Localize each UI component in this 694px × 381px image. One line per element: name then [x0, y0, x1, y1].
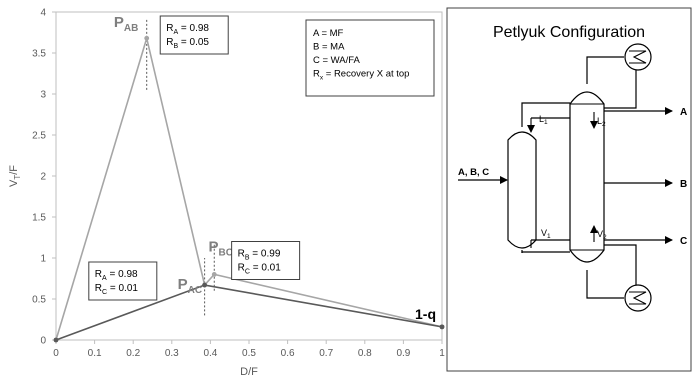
recovery-text: RA = 0.98	[95, 269, 138, 282]
recovery-box	[231, 241, 301, 280]
series-point	[53, 337, 59, 343]
condenser-vapor-line	[586, 56, 624, 84]
x-tick-label: 0.8	[358, 348, 372, 359]
reboiler-return-line	[604, 244, 637, 285]
x-tick-label: 0.7	[319, 348, 333, 359]
x-tick-label: 0.3	[165, 348, 179, 359]
series-point	[144, 35, 150, 41]
point-labels: PAB PAC PBC	[114, 14, 233, 296]
point-label-p-ac: PAC	[178, 276, 202, 296]
recovery-text: RC = 0.01	[95, 283, 139, 296]
reboiler-liquid-line	[586, 270, 624, 299]
reboiler-coil	[629, 291, 647, 305]
legend-entry: C = WA/FA	[313, 55, 361, 66]
y-axis-label: VT/F	[8, 165, 22, 187]
x-tick-label: 0.1	[88, 348, 102, 359]
y-tick-label: 3.5	[32, 49, 46, 60]
product-c-label: C	[680, 236, 687, 247]
reboiler-icon	[624, 284, 652, 312]
chart-series	[53, 35, 445, 343]
x-tick-label: 0.6	[281, 348, 295, 359]
x-tick-label: 0.4	[203, 348, 217, 359]
x-tick-label: 0	[53, 348, 59, 359]
legend-frame	[305, 19, 435, 97]
condenser-icon	[624, 43, 652, 71]
condenser-return-line	[604, 70, 637, 109]
product-a-label: A	[680, 107, 687, 118]
prefractionator-column	[507, 131, 537, 249]
diagram-frame	[446, 7, 692, 372]
stream-label-v2: V2	[597, 229, 607, 241]
series-point	[211, 272, 217, 277]
recovery-box	[88, 261, 158, 301]
series-point	[439, 324, 445, 330]
recovery-box	[159, 15, 229, 55]
y-tick-label: 1	[40, 254, 46, 265]
y-tick-label: 0.5	[32, 295, 46, 306]
end-label-1-q: 1-q	[415, 306, 436, 322]
y-axis-ticks: 0 0.5 1 1.5 2 2.5 3 3.5 4	[32, 8, 56, 347]
legend-entry: B = MA	[313, 42, 345, 53]
point-label-p-ab: PAB	[114, 14, 138, 34]
stream-label-l1: L1	[539, 114, 548, 126]
legend-box: A = MF B = MA C = WA/FA Rx = Recovery X at …	[305, 19, 435, 97]
x-tick-label: 0.9	[396, 348, 410, 359]
y-tick-label: 2	[40, 172, 46, 183]
top-vapor-link	[521, 102, 570, 127]
y-tick-label: 4	[40, 8, 46, 19]
condenser-coil	[629, 50, 647, 64]
stream-label-l2: L2	[597, 116, 606, 128]
x-axis-ticks: 0 0.1 0.2 0.3 0.4 0.5 0.6 0.7 0.8 0.9 1	[53, 340, 445, 359]
stream-label-v1: V1	[541, 228, 551, 240]
petlyuk-diagram: Petlyuk Configuration A, B, C	[446, 7, 692, 372]
feed-label: A, B, C	[458, 167, 489, 178]
diagram-title: Petlyuk Configuration	[493, 24, 645, 41]
x-tick-label: 0.5	[242, 348, 256, 359]
legend-entry: A = MF	[313, 28, 344, 39]
x-tick-label: 0.2	[126, 348, 140, 359]
y-tick-label: 2.5	[32, 131, 46, 142]
recovery-text: RB = 0.05	[166, 37, 209, 50]
x-axis-label: D/F	[240, 366, 258, 378]
recovery-text: RB = 0.99	[238, 249, 281, 262]
y-tick-label: 3	[40, 90, 46, 101]
x-tick-label: 1	[439, 348, 445, 359]
product-b-label: B	[680, 179, 687, 190]
legend-entry: Rx = Recovery X at top	[313, 69, 409, 82]
point-label-p-bc: PBC	[208, 238, 232, 258]
y-tick-label: 1.5	[32, 213, 46, 224]
recovery-text: RA = 0.98	[166, 23, 209, 36]
vt-vs-df-chart: 0 0.1 0.2 0.3 0.4 0.5 0.6 0.7 0.8 0.9 1 0 0.5 1 1.5 2 2…	[8, 8, 445, 379]
recovery-text: RC = 0.01	[238, 263, 282, 276]
y-tick-label: 0	[40, 336, 46, 347]
series-point	[202, 282, 208, 288]
